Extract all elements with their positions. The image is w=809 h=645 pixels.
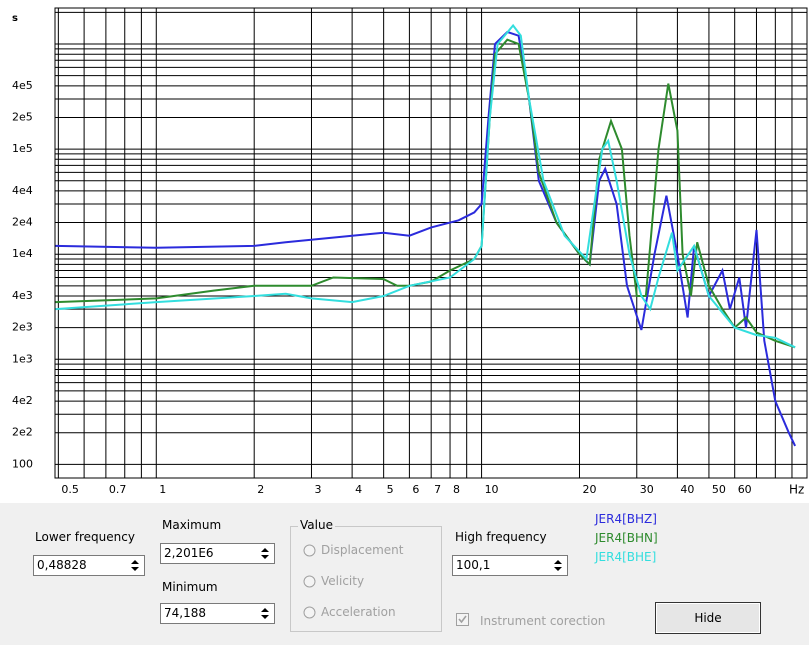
x-tick-label: 50: [712, 483, 726, 496]
instrument-correction-label: Instrument corection: [480, 614, 606, 628]
maximum-input[interactable]: 2,201E6: [160, 543, 275, 564]
series-line: [55, 38, 796, 349]
minimum-input[interactable]: 74,188: [160, 603, 275, 624]
y-tick-label: 2e5: [12, 110, 33, 123]
radio-button[interactable]: [303, 575, 316, 588]
x-axis-label: Hz: [789, 483, 804, 497]
x-tick-label: 8: [453, 483, 460, 496]
x-tick-label: 20: [582, 483, 596, 496]
x-tick-label: 6: [412, 483, 419, 496]
plot-frame: [54, 7, 808, 479]
x-tick-label: 3: [314, 483, 321, 496]
value-group-title: Value: [298, 518, 335, 532]
y-tick-label: 2e3: [12, 321, 33, 334]
x-tick-label: 10: [485, 483, 499, 496]
lower-frequency-label: Lower frequency: [35, 530, 135, 544]
radio-label: Velicity: [321, 574, 365, 588]
x-tick-label: 0.7: [109, 483, 127, 496]
spinner[interactable]: [257, 545, 273, 562]
maximum-value: 2,201E6: [164, 546, 214, 560]
radio-label: Acceleration: [321, 605, 396, 619]
y-tick-label: 1e3: [12, 352, 33, 365]
y-tick-label: 4e5: [12, 79, 33, 92]
legend-entry: JER4[BHE]: [595, 550, 657, 564]
x-tick-label: 4: [355, 483, 362, 496]
y-axis-label: s: [12, 13, 18, 24]
y-tick-label: 4e3: [12, 289, 33, 302]
high-frequency-value: 100,1: [456, 558, 491, 572]
y-tick-label: 2e4: [12, 216, 33, 229]
radio-button[interactable]: [303, 544, 316, 557]
y-tick-label: 1e4: [12, 247, 33, 260]
spinner[interactable]: [257, 605, 273, 622]
legend-entry: JER4[BHN]: [595, 531, 658, 545]
x-tick-label: 60: [738, 483, 752, 496]
x-tick-label: 1: [159, 483, 166, 496]
y-tick-label: 100: [12, 457, 33, 470]
series-line: [55, 23, 796, 349]
x-tick-label: 2: [257, 483, 264, 496]
x-tick-label: 7: [434, 483, 441, 496]
spinner[interactable]: [550, 557, 566, 574]
x-tick-label: 5: [387, 483, 394, 496]
high-frequency-label: High frequency: [455, 530, 547, 544]
y-tick-label: 4e2: [12, 394, 33, 407]
grid: [55, 8, 807, 478]
minimum-label: Minimum: [162, 580, 218, 594]
y-tick-label: 4e4: [12, 184, 33, 197]
radio-label: Displacement: [321, 543, 404, 557]
check-mark: [458, 615, 467, 624]
y-tick-label: 1e5: [12, 142, 33, 155]
y-tick-label: 2e2: [12, 426, 33, 439]
series-line: [55, 30, 797, 447]
x-tick-label: 0.5: [61, 483, 79, 496]
legend-entry: JER4[BHZ]: [595, 512, 657, 526]
maximum-label: Maximum: [162, 518, 222, 532]
instrument-correction-checkbox[interactable]: [456, 613, 470, 627]
chart: s Hz 100 2e2 4e2 1e3 2e3 4e3 1e4 2e4 4e4 1e5 2e5 4e…: [12, 7, 808, 497]
radio-button[interactable]: [303, 606, 316, 619]
spinner[interactable]: [127, 557, 143, 574]
lower-frequency-value: 0,48828: [37, 558, 87, 572]
value-group: [290, 526, 442, 632]
x-tick-label: 30: [640, 483, 654, 496]
lower-frequency-input[interactable]: 0,48828: [33, 555, 145, 576]
x-tick-label: 40: [680, 483, 694, 496]
high-frequency-input[interactable]: 100,1: [452, 555, 568, 576]
hide-button[interactable]: Hide: [655, 602, 761, 634]
plot-lines: [55, 23, 797, 447]
minimum-value: 74,188: [164, 606, 206, 620]
